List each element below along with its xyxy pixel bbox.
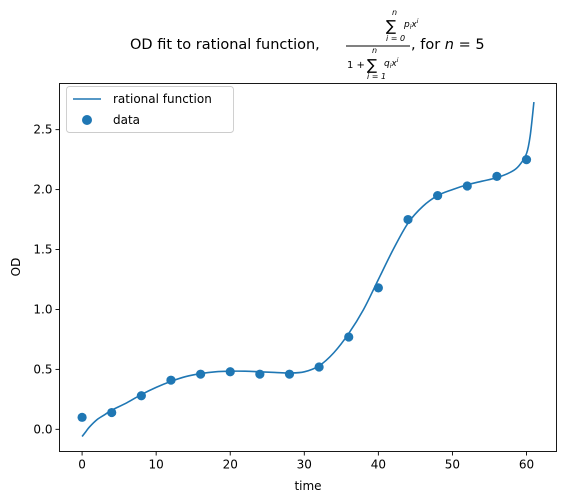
legend-entry-data: data	[113, 113, 140, 127]
x-axis-label: time	[294, 479, 321, 493]
y-axis-ticks: 0.0 0.5 1.0 1.5 2.0 2.5	[33, 123, 60, 436]
data-point	[433, 190, 443, 201]
formula-sum-sign: ∑	[386, 17, 396, 35]
data-point	[314, 362, 324, 372]
title-suffix: , for	[411, 37, 445, 53]
data-point	[225, 367, 235, 377]
x-tick-label: 30	[297, 458, 312, 472]
formula-den-sum-top-n: n	[372, 46, 377, 55]
formula-denominator-term: qixi	[384, 57, 399, 70]
data-point	[136, 391, 146, 401]
y-tick-label: 0.0	[33, 422, 52, 436]
data-point	[107, 407, 117, 418]
data-point	[403, 214, 413, 225]
title-formula: n ∑ pixi i = 0 n 1 + ∑ qixi i = 1	[346, 8, 419, 81]
y-tick-label: 1.5	[33, 243, 52, 257]
title-n-var: n	[445, 37, 454, 53]
data-point	[373, 283, 383, 293]
x-tick-label: 50	[445, 458, 460, 472]
x-tick-label: 0	[78, 458, 86, 472]
formula-sum-top-n: n	[392, 8, 397, 17]
legend: rational function data	[66, 86, 234, 133]
data-point	[255, 369, 265, 379]
y-tick-label: 2.5	[33, 123, 52, 137]
y-tick-label: 1.0	[33, 302, 52, 316]
y-tick-label: 0.5	[33, 362, 52, 376]
rational-function-curve	[81, 101, 535, 438]
x-tick-label: 10	[149, 458, 164, 472]
legend-marker-swatch	[82, 115, 92, 125]
title-n-value: 5	[475, 37, 484, 53]
formula-den-sum-sign: ∑	[367, 56, 377, 74]
formula-den-sum-bottom: i = 1	[367, 72, 386, 81]
chart-title: OD fit to rational function, n ∑ pixi i …	[130, 8, 485, 81]
title-equals: =	[454, 37, 475, 53]
title-prefix: OD fit to rational function,	[130, 37, 320, 53]
x-tick-label: 40	[371, 458, 386, 472]
data-point	[492, 171, 502, 181]
data-point	[196, 369, 206, 379]
data-point	[521, 155, 532, 165]
x-tick-label: 60	[519, 458, 534, 472]
formula-numerator-term: pixi	[403, 18, 419, 31]
title-suffix-group: , for n = 5	[411, 37, 485, 53]
legend-box	[66, 86, 234, 133]
rational-function-line	[81, 101, 535, 438]
x-axis-ticks: 0 10 20 30 40 50 60	[78, 451, 534, 472]
legend-entry-rational-function: rational function	[113, 92, 212, 106]
data-point	[284, 369, 295, 379]
data-point	[166, 375, 176, 385]
y-axis-label: OD	[9, 258, 23, 277]
y-tick-label: 2.0	[33, 183, 52, 197]
plot-frame	[59, 83, 557, 452]
data-point	[77, 412, 87, 422]
data-point	[462, 181, 472, 191]
data-points	[77, 155, 532, 422]
formula-den-one-plus: 1 +	[347, 60, 365, 71]
formula-sum-bottom: i = 0	[386, 34, 405, 43]
x-tick-label: 20	[223, 458, 238, 472]
data-point	[344, 332, 354, 342]
